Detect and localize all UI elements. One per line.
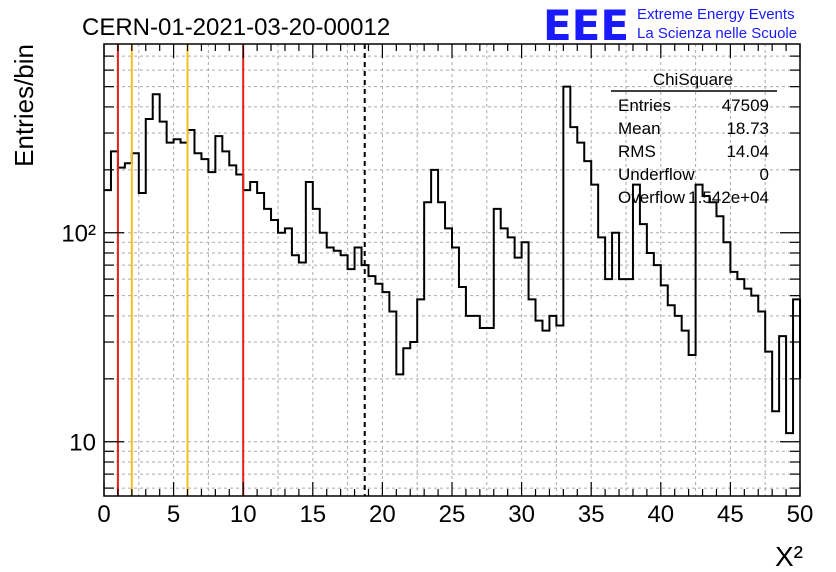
- stats-label: Overflow: [618, 188, 686, 207]
- stats-row-overflow: Overflow 1.542e+04: [618, 188, 769, 207]
- eee-logo: EEE Extreme Energy Events La Scienza nel…: [543, 1, 797, 50]
- stats-value: 18.73: [726, 119, 769, 138]
- x-tick-label: 10: [230, 501, 257, 528]
- stats-value: 14.04: [726, 142, 769, 161]
- stats-label: Entries: [618, 96, 671, 115]
- x-tick-label: 0: [97, 501, 110, 528]
- x-tick-label: 50: [787, 501, 814, 528]
- stats-row-entries: Entries 47509: [618, 96, 769, 115]
- stats-label: Mean: [618, 119, 661, 138]
- histogram-line: [104, 85, 801, 435]
- x-tick-label: 35: [578, 501, 605, 528]
- x-tick-label: 20: [369, 501, 396, 528]
- x-tick-label: 15: [299, 501, 326, 528]
- y-axis-title: Entries/bin: [9, 44, 39, 167]
- stats-row-rms: RMS 14.04: [618, 142, 769, 161]
- eee-logo-line1: Extreme Energy Events: [637, 6, 795, 23]
- x-tick-label: 30: [508, 501, 535, 528]
- reference-lines: [116, 44, 366, 496]
- stats-label: RMS: [618, 142, 656, 161]
- grid-lines: [104, 44, 800, 496]
- axis-ticks: [103, 44, 801, 496]
- x-tick-label: 45: [717, 501, 744, 528]
- stats-title: ChiSquare: [653, 70, 733, 89]
- y-tick-label: 10: [69, 430, 96, 457]
- run-title: CERN-01-2021-03-20-00012: [82, 14, 390, 41]
- eee-logo-line2: La Scienza nelle Scuole: [637, 25, 797, 42]
- x-axis-title: X²: [775, 541, 803, 572]
- x-tick-labels: 0 5 10 15 20 25 30 35 40 45 50: [97, 501, 813, 528]
- eee-logo-mark: EEE: [543, 1, 629, 50]
- x-tick-label: 40: [647, 501, 674, 528]
- stats-row-mean: Mean 18.73: [618, 119, 769, 138]
- stats-label: Underflow: [618, 165, 695, 184]
- y-tick-label: 10²: [61, 221, 96, 248]
- stats-value: 0: [760, 165, 769, 184]
- stats-box: ChiSquare Entries 47509 Mean 18.73 RMS 1…: [611, 70, 777, 207]
- x-tick-label: 5: [167, 501, 180, 528]
- x-tick-label: 25: [439, 501, 466, 528]
- stats-row-underflow: Underflow 0: [618, 165, 769, 184]
- y-tick-labels: 10 10²: [61, 221, 96, 457]
- stats-value: 47509: [722, 96, 769, 115]
- stats-value: 1.542e+04: [688, 188, 769, 207]
